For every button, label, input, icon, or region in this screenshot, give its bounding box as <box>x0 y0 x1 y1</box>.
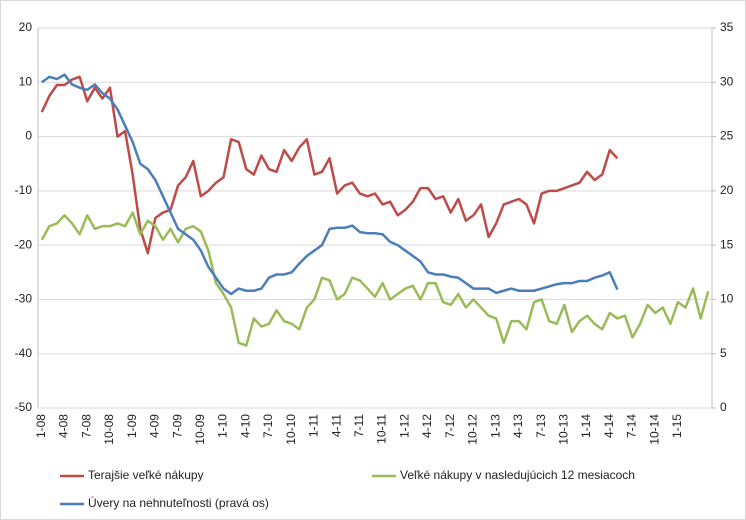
x-tick-label: 7-11 <box>352 414 366 437</box>
legend-label: Veľké nákupy v nasledujúcich 12 mesiacoc… <box>400 468 635 482</box>
y2-tick-label: 35 <box>720 20 734 34</box>
y2-tick-label: 5 <box>720 346 727 360</box>
x-tick-label: 1-14 <box>579 414 593 438</box>
y-tick-label: -50 <box>15 400 33 414</box>
legend-label: Terajšie veľké nákupy <box>88 468 204 482</box>
x-tick-label: 1-11 <box>307 414 321 437</box>
y-tick-label: -40 <box>15 346 33 360</box>
x-tick-label: 1-09 <box>125 414 139 438</box>
y2-tick-label: 20 <box>720 183 734 197</box>
x-tick-label: 7-09 <box>170 414 184 438</box>
legend-label: Úvery na nehnuteľnosti (pravá os) <box>88 495 269 510</box>
series-line <box>41 73 619 296</box>
x-tick-label: 10-14 <box>647 414 661 445</box>
x-tick-label: 4-08 <box>57 414 71 438</box>
x-tick-label: 7-12 <box>443 414 457 438</box>
x-tick-label: 4-12 <box>420 414 434 438</box>
x-tick-label: 10-10 <box>284 414 298 445</box>
y2-tick-label: 15 <box>720 237 734 251</box>
x-tick-label: 1-10 <box>216 414 230 438</box>
x-tick-label: 10-11 <box>375 414 389 444</box>
y-tick-label: 0 <box>25 129 32 143</box>
x-tick-label: 7-10 <box>261 414 275 438</box>
x-tick-label: 1-15 <box>670 414 684 438</box>
x-tick-label: 4-09 <box>148 414 162 438</box>
x-tick-label: 4-13 <box>511 414 525 438</box>
x-tick-label: 10-08 <box>102 414 116 445</box>
x-tick-label: 7-13 <box>534 414 548 438</box>
series-line <box>40 75 619 255</box>
x-tick-label: 1-13 <box>488 414 502 438</box>
x-tick-label: 7-14 <box>625 414 639 438</box>
y-tick-label: 10 <box>19 74 33 88</box>
y2-tick-label: 30 <box>720 74 734 88</box>
x-tick-label: 10-13 <box>556 414 570 445</box>
y-tick-label: -20 <box>15 237 33 251</box>
x-tick-label: 10-09 <box>193 414 207 445</box>
x-tick-label: 4-14 <box>602 414 616 438</box>
series-line <box>40 211 710 347</box>
x-tick-label: 1-12 <box>397 414 411 438</box>
y2-tick-label: 0 <box>720 400 727 414</box>
y-tick-label: -10 <box>15 183 33 197</box>
x-tick-label: 7-08 <box>79 414 93 438</box>
y2-tick-label: 25 <box>720 129 734 143</box>
y-tick-label: 20 <box>19 20 33 34</box>
x-tick-label: 4-11 <box>329 414 343 437</box>
y2-tick-label: 10 <box>720 292 734 306</box>
y-tick-label: -30 <box>15 292 33 306</box>
x-tick-label: 4-10 <box>238 414 252 438</box>
x-tick-label: 10-12 <box>466 414 480 445</box>
x-tick-label: 1-08 <box>34 414 48 438</box>
